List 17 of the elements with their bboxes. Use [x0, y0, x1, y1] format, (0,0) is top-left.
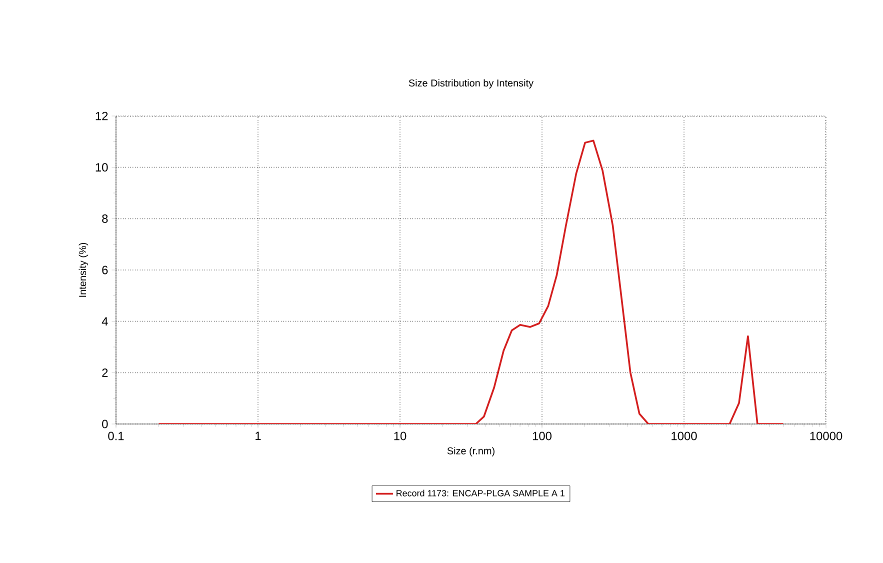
- legend-label: Record 1173: ENCAP-PLGA SAMPLE A 1: [396, 490, 564, 496]
- chart-title: Size Distribution by Intensity: [408, 79, 534, 88]
- y-tick-label: 10: [96, 163, 108, 172]
- x-axis-title: Size (r.nm): [447, 447, 494, 456]
- x-tick-label: 0.1: [108, 432, 124, 440]
- y-tick-label: 12: [96, 112, 108, 120]
- x-tick-label: 1000: [672, 432, 697, 440]
- y-axis-title: Intensity (%): [78, 242, 88, 297]
- y-tick-label: 6: [102, 266, 108, 274]
- y-tick-label: 4: [102, 317, 108, 326]
- x-tick-label: 10000: [810, 432, 842, 440]
- x-tick-label: 10: [394, 432, 406, 440]
- y-tick-label: 8: [102, 214, 108, 223]
- x-tick-label: 1: [256, 432, 261, 440]
- x-tick-label: 100: [532, 432, 552, 440]
- y-tick-label: 2: [102, 368, 108, 377]
- y-tick-label: 0: [102, 420, 108, 428]
